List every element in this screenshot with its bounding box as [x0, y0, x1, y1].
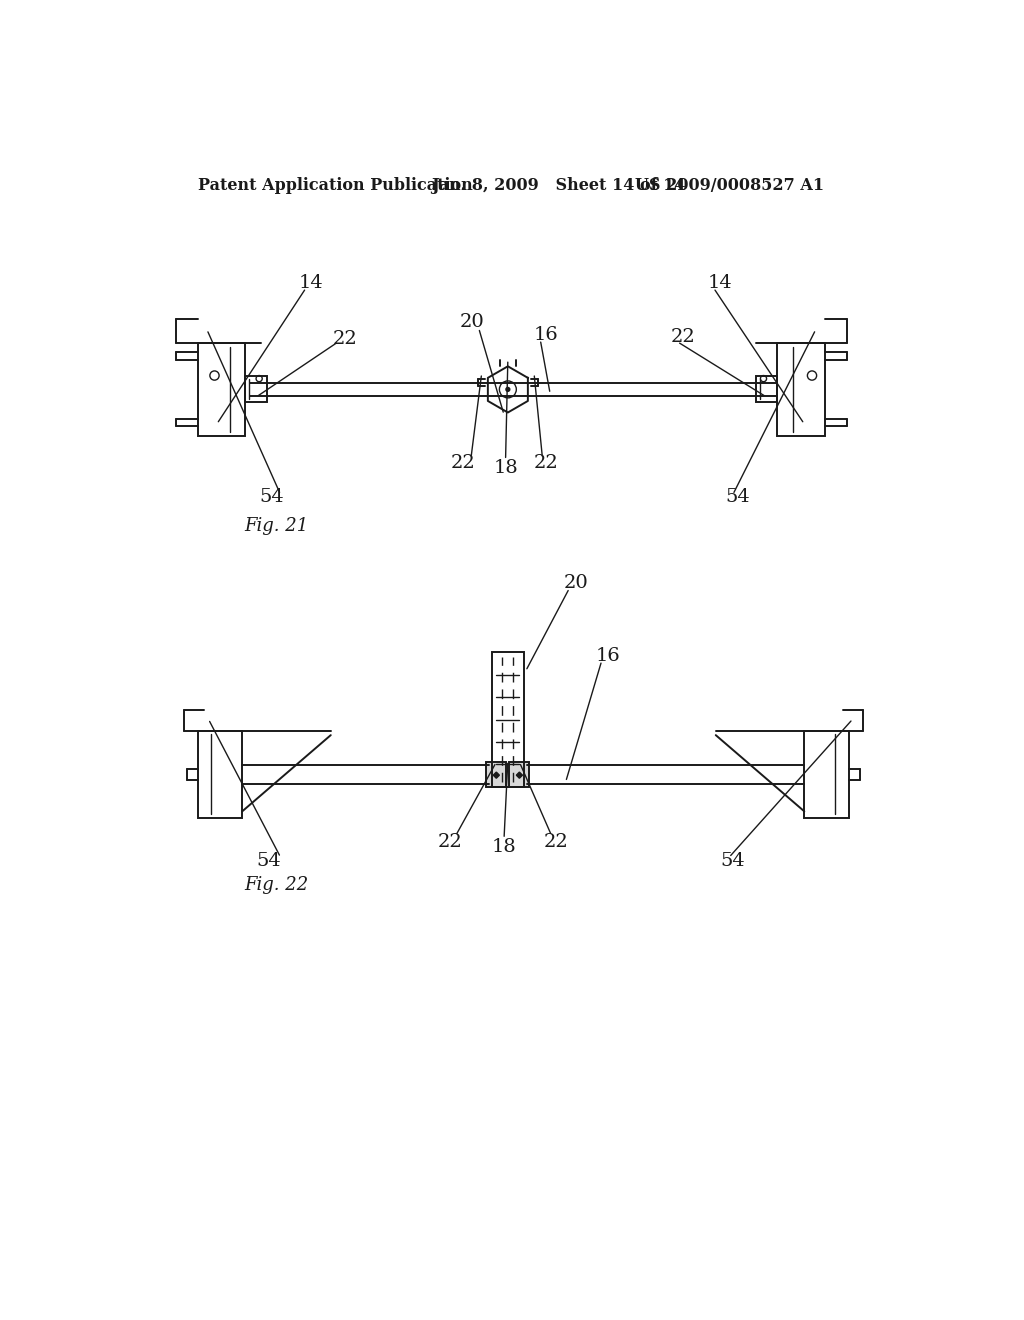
Text: 22: 22: [543, 833, 568, 851]
Text: 22: 22: [451, 454, 475, 473]
Text: 20: 20: [460, 313, 484, 331]
Text: 18: 18: [492, 838, 516, 855]
Text: 14: 14: [708, 275, 733, 292]
Text: 16: 16: [534, 326, 559, 343]
Bar: [492, 652, 524, 787]
Text: 54: 54: [257, 851, 282, 870]
Polygon shape: [516, 772, 522, 779]
Bar: [777, 343, 825, 436]
Text: Patent Application Publication: Patent Application Publication: [199, 177, 473, 194]
Text: 14: 14: [298, 275, 324, 292]
Text: 18: 18: [494, 459, 518, 477]
Text: 54: 54: [725, 488, 750, 506]
Text: Fig. 22: Fig. 22: [245, 876, 309, 894]
Polygon shape: [494, 772, 500, 779]
Text: 54: 54: [259, 488, 284, 506]
Text: 54: 54: [720, 851, 745, 870]
Text: US 2009/0008527 A1: US 2009/0008527 A1: [635, 177, 824, 194]
Text: 22: 22: [332, 330, 357, 347]
Text: 20: 20: [564, 574, 589, 591]
Text: 16: 16: [596, 647, 621, 665]
Text: 22: 22: [534, 454, 559, 473]
Text: Fig. 21: Fig. 21: [245, 516, 309, 535]
Bar: [198, 731, 243, 817]
Bar: [509, 762, 529, 787]
Bar: [804, 731, 849, 817]
Bar: [756, 375, 777, 403]
Text: 22: 22: [437, 833, 463, 851]
Circle shape: [506, 388, 510, 391]
Bar: [198, 343, 246, 436]
Text: 22: 22: [671, 329, 695, 346]
Text: Jan. 8, 2009   Sheet 14 of 14: Jan. 8, 2009 Sheet 14 of 14: [431, 177, 685, 194]
Bar: [486, 762, 506, 787]
Bar: [246, 375, 267, 403]
